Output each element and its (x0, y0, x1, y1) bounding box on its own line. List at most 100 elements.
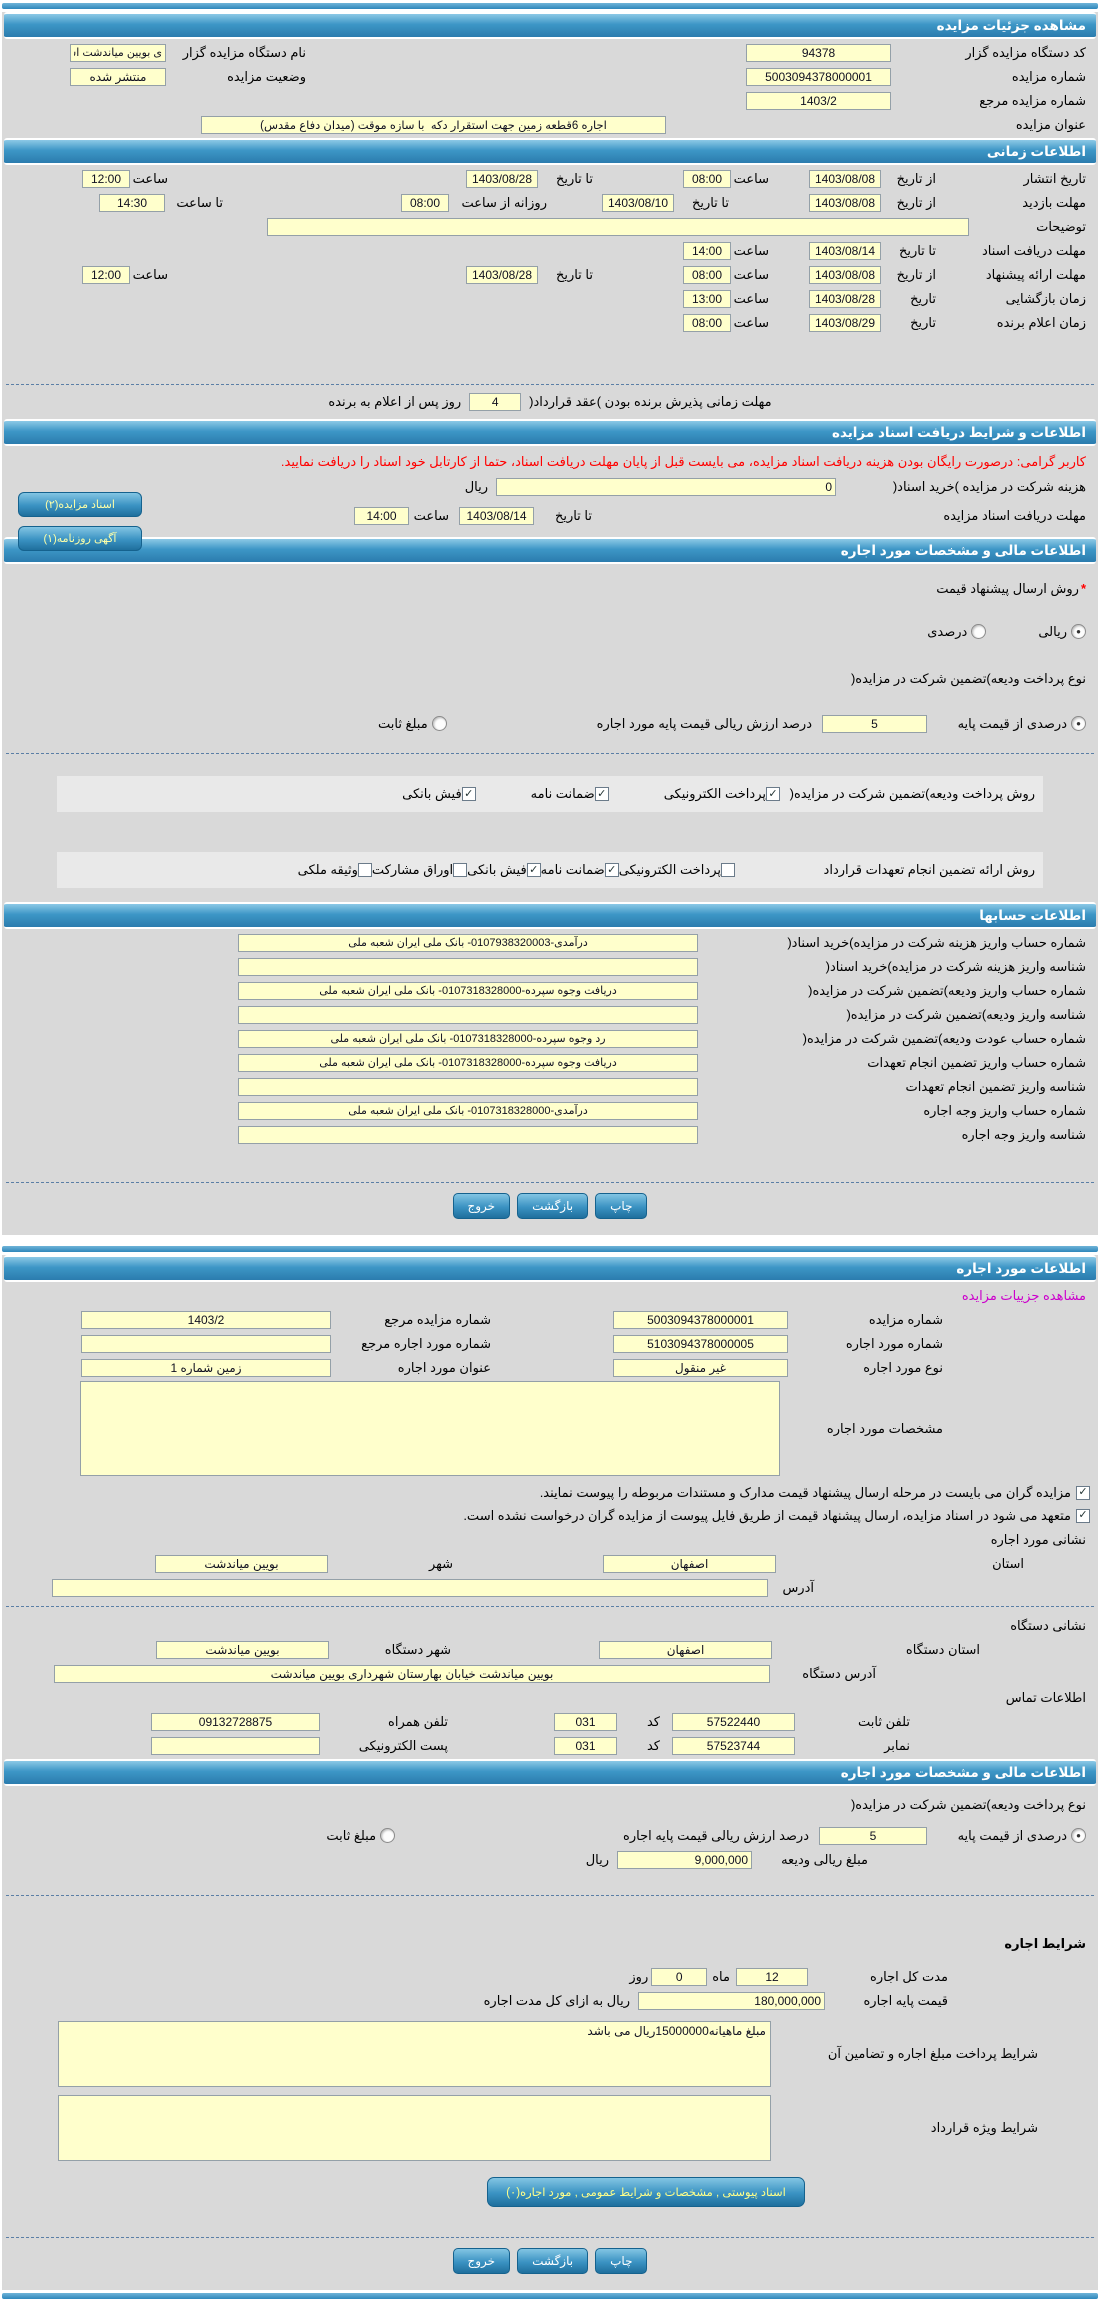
device-city-field[interactable] (156, 1640, 329, 1659)
special-terms-field[interactable] (58, 2095, 771, 2161)
account-field[interactable] (238, 957, 698, 976)
publish-from-time-field[interactable] (683, 169, 731, 188)
property-collateral-checkbox[interactable] (357, 863, 372, 877)
exit-button[interactable]: خروج (452, 1193, 511, 1219)
rental-item-type-label: نوع مورد اجاره (863, 1359, 943, 1375)
visit-daily-from-field[interactable] (401, 193, 449, 212)
guarantee-electronic-checkbox[interactable] (721, 863, 735, 877)
city-field[interactable] (155, 1554, 328, 1573)
account-field[interactable] (238, 981, 698, 1000)
rental-auction-ref-field[interactable] (81, 1310, 331, 1329)
to-date-label: تا تاریخ (554, 507, 592, 523)
account-field[interactable] (238, 1053, 698, 1072)
device-province-field[interactable] (599, 1640, 772, 1659)
rental-auction-no-field[interactable] (613, 1310, 788, 1329)
attachments-specs-button[interactable]: اسناد پیوستی , مشخصات و شرایط عمومی , مو… (487, 2177, 805, 2207)
rental-item-type-field[interactable] (613, 1358, 788, 1377)
auction-number-field[interactable] (746, 67, 891, 86)
auction-documents-button[interactable]: اسناد مزایده(۲) (18, 492, 142, 517)
winner-date-field[interactable] (809, 313, 881, 332)
auction-status-field[interactable] (70, 67, 166, 86)
visit-from-date-field[interactable] (809, 193, 881, 212)
participation-fee-field[interactable] (496, 477, 836, 496)
guarantee-bank-receipt-checkbox[interactable]: ✓ (526, 863, 541, 877)
notes-field[interactable] (267, 217, 969, 236)
attach-requirement-1-checkbox[interactable]: ✓ (1076, 1485, 1090, 1500)
publish-to-date-field[interactable] (466, 169, 538, 188)
fax-code-field[interactable] (554, 1736, 617, 1755)
rental-specs-label: مشخصات مورد اجاره (826, 1420, 943, 1436)
account-field[interactable] (238, 1125, 698, 1144)
docs-deadline-time-field[interactable] (683, 241, 731, 260)
opening-date-field[interactable] (809, 289, 881, 308)
phone-code-field[interactable] (554, 1712, 617, 1731)
rental-item-title-field[interactable] (81, 1358, 331, 1377)
account-field[interactable] (238, 1005, 698, 1024)
publish-from-date-field[interactable] (809, 169, 881, 188)
fixed-amount-radio[interactable] (431, 716, 447, 731)
phone-field[interactable] (672, 1712, 795, 1731)
opening-time-label: زمان بازگشایی (1005, 290, 1086, 306)
fixed-amount-2-radio[interactable] (380, 1828, 396, 1843)
auction-ref-field[interactable] (746, 91, 891, 110)
org-name-field[interactable] (70, 43, 166, 62)
rial-radio[interactable]: ● (1071, 624, 1086, 639)
back-button[interactable]: بازگشت (517, 1193, 589, 1219)
account-field[interactable] (238, 1029, 698, 1048)
base-percent-2-field[interactable] (819, 1826, 927, 1845)
docs-receive-time-field[interactable] (354, 506, 409, 525)
row-base-rent-price: قیمت پایه اجاره ریال به ازای کل مدت اجار… (14, 1990, 948, 2011)
docs-deadline-date-field[interactable] (809, 241, 881, 260)
device-code-field[interactable] (746, 43, 891, 62)
print-button[interactable]: چاپ (595, 2248, 648, 2274)
rent-months-field[interactable] (736, 1967, 808, 1986)
newspaper-ad-button[interactable]: آگهی روزنامه(۱) (18, 526, 142, 551)
auction-title-field[interactable] (201, 115, 666, 134)
publish-to-time-field[interactable] (82, 169, 130, 188)
account-field[interactable] (238, 933, 698, 952)
mobile-field[interactable] (151, 1712, 320, 1731)
exit-button[interactable]: خروج (452, 2248, 511, 2274)
email-field[interactable] (151, 1736, 320, 1755)
rental-specs-field[interactable] (80, 1381, 780, 1476)
print-button[interactable]: چاپ (595, 1193, 648, 1219)
deposit-amount-field[interactable] (617, 1850, 752, 1869)
account-field[interactable] (238, 1077, 698, 1096)
back-button[interactable]: بازگشت (517, 2248, 589, 2274)
offer-from-time-field[interactable] (683, 265, 731, 284)
rent-days-field[interactable] (651, 1967, 708, 1986)
address-field[interactable] (52, 1578, 768, 1597)
fax-field[interactable] (672, 1736, 795, 1755)
percent-radio[interactable] (971, 624, 987, 639)
account-field[interactable] (238, 1101, 698, 1120)
winner-time-field[interactable] (683, 313, 731, 332)
province-field[interactable] (603, 1554, 776, 1573)
base-percent-radio[interactable]: ● (1071, 716, 1086, 731)
participation-fee-label: هزینه شرکت در مزایده )خرید اسناد( (892, 478, 1086, 494)
rental-item-ref-field[interactable] (81, 1334, 331, 1353)
visit-daily-to-field[interactable] (99, 193, 165, 212)
base-percent-field[interactable] (822, 714, 927, 733)
base-rent-price-field[interactable] (638, 1991, 825, 2010)
account-label: شناسه واریز تضمین انجام تعهدات (905, 1078, 1086, 1094)
offer-to-date-field[interactable] (466, 265, 538, 284)
guarantee-letter2-checkbox[interactable]: ✓ (604, 863, 619, 877)
docs-receive-date-field[interactable] (459, 506, 534, 525)
base-percent-2-radio[interactable]: ● (1071, 1828, 1086, 1843)
participation-bonds-checkbox[interactable] (453, 863, 468, 877)
bank-receipt-checkbox[interactable]: ✓ (461, 787, 476, 801)
guarantee-letter-checkbox[interactable]: ✓ (594, 787, 609, 801)
device-address-field[interactable] (54, 1664, 770, 1683)
visit-to-date-field[interactable] (602, 193, 674, 212)
row-deposit-type-2-options: ● درصدی از قیمت پایه درصد ارزش ریالی قیم… (14, 1825, 1086, 1846)
offer-from-date-field[interactable] (809, 265, 881, 284)
fax-label: نمابر (884, 1737, 910, 1753)
attach-requirement-2-checkbox[interactable]: ✓ (1076, 1508, 1090, 1523)
offer-to-time-field[interactable] (82, 265, 130, 284)
opening-time-field[interactable] (683, 289, 731, 308)
payment-terms-field[interactable]: مبلغ ماهیانه15000000ریال می باشد (58, 2021, 771, 2087)
accept-days-field[interactable] (469, 393, 522, 411)
view-auction-details-link[interactable]: مشاهده جزییات مزایده (961, 1287, 1086, 1303)
rental-item-no-field[interactable] (613, 1334, 788, 1353)
electronic-payment-checkbox[interactable]: ✓ (766, 787, 780, 801)
